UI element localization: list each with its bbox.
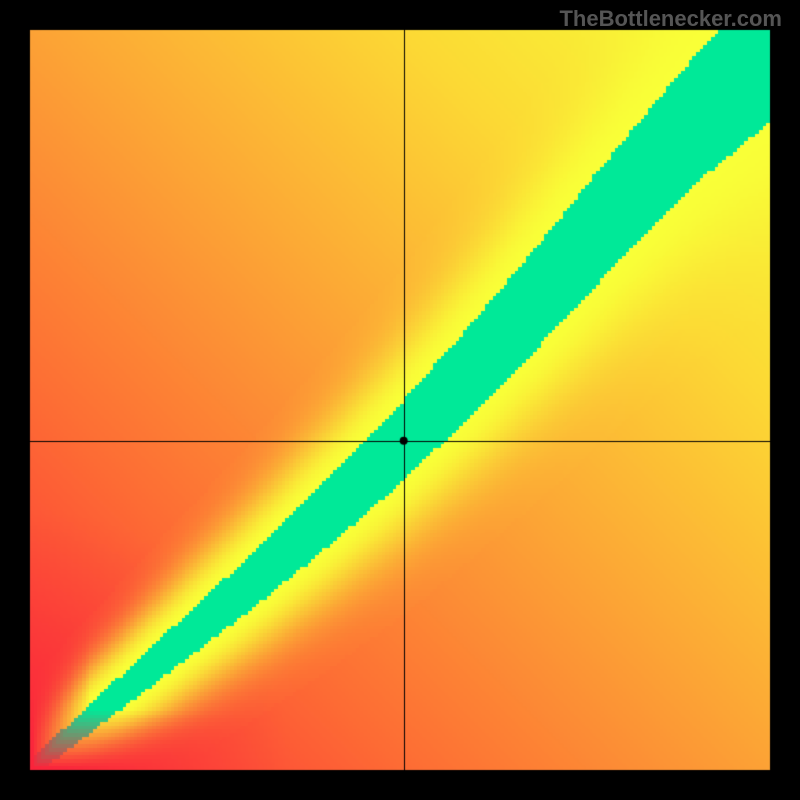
chart-container: TheBottlenecker.com bbox=[0, 0, 800, 800]
watermark-text: TheBottlenecker.com bbox=[559, 6, 782, 32]
heatmap-canvas bbox=[0, 0, 800, 800]
